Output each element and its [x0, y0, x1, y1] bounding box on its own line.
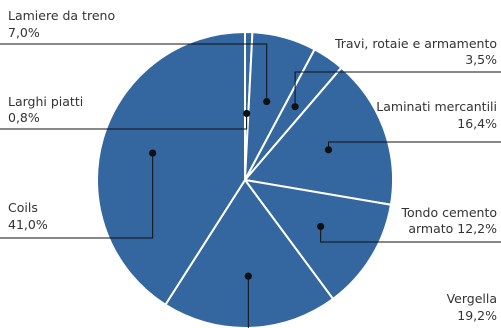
leader-line — [294, 71, 501, 107]
slice-value-lamiere-da-treno: 7,0% — [8, 25, 40, 40]
leader-dot — [149, 149, 157, 157]
slice-label-laminati-mercantili: Laminati mercantili — [376, 99, 497, 114]
leader-line — [0, 153, 154, 239]
slice-value-tondo-cemento: armato 12,2% — [408, 221, 497, 236]
slice-label-coils: Coils — [8, 200, 38, 215]
leader-dot — [244, 272, 252, 280]
slice-value-larghi-piatti: 0,8% — [8, 110, 40, 125]
slice-value-laminati-mercantili: 16,4% — [457, 116, 497, 131]
pie-slices — [96, 31, 394, 328]
pie-slice-tondo-cemento-armato — [244, 179, 392, 300]
leader-dot — [243, 109, 251, 118]
leader-dot — [324, 146, 333, 154]
slice-value-tondo-cemento-number: 12,2% — [457, 221, 497, 236]
leader-line — [0, 43, 268, 102]
slice-label-vergella: Vergella — [447, 291, 497, 306]
slice-label-tondo-cemento-line2: armato — [408, 221, 453, 236]
leader-line — [320, 226, 501, 243]
leader-dot — [317, 222, 325, 231]
pie-slice-coils — [96, 31, 246, 306]
slice-value-travi-rotaie: 3,5% — [465, 52, 497, 67]
pie-slice-laminati-mercantili — [244, 66, 394, 206]
slice-value-coils: 41,0% — [8, 217, 48, 232]
leader-lines — [0, 43, 501, 328]
slice-value-vergella: 19,2% — [457, 308, 497, 323]
slice-labels: Larghi piatti 0,8% Lamiere da treno 7,0%… — [8, 8, 497, 323]
slice-label-travi-rotaie: Travi, rotaie e armamento — [334, 36, 497, 51]
leader-line — [0, 113, 248, 130]
slice-label-lamiere-da-treno: Lamiere da treno — [8, 8, 115, 23]
leader-dot — [263, 97, 271, 106]
slice-label-tondo-cemento-line1: Tondo cemento — [400, 205, 497, 220]
leader-dot — [291, 103, 299, 111]
slice-label-larghi-piatti: Larghi piatti — [8, 94, 83, 109]
